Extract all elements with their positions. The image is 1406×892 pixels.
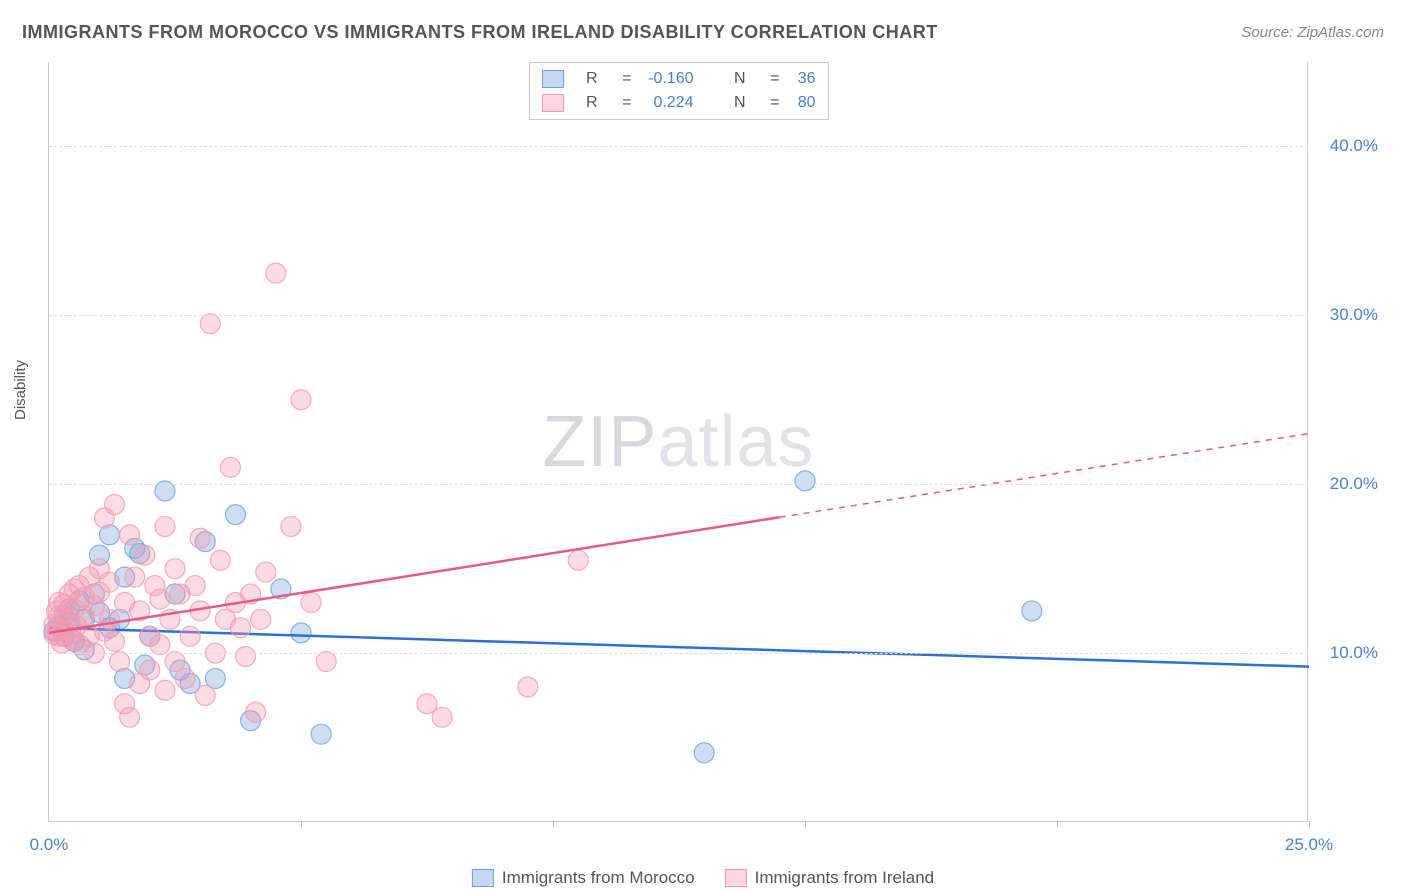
scatter-point <box>432 707 452 727</box>
scatter-point <box>225 505 245 525</box>
scatter-point <box>281 516 301 536</box>
scatter-point <box>220 457 240 477</box>
scatter-point <box>99 572 119 592</box>
trend-line-extrapolated <box>780 434 1309 518</box>
source-attribution: Source: ZipAtlas.com <box>1241 24 1384 41</box>
chart-title: IMMIGRANTS FROM MOROCCO VS IMMIGRANTS FR… <box>22 22 938 43</box>
stat-eq: = <box>604 91 632 115</box>
stat-eq: = <box>604 67 632 91</box>
scatter-point <box>140 660 160 680</box>
chart-svg <box>49 62 1308 821</box>
stat-r-label: R <box>570 67 598 91</box>
x-tick-label: 0.0% <box>30 835 69 855</box>
gridline-horizontal <box>49 653 1308 654</box>
scatter-point <box>110 652 130 672</box>
stat-eq: = <box>752 91 780 115</box>
legend-swatch <box>472 869 494 887</box>
scatter-point <box>185 576 205 596</box>
source-prefix: Source: <box>1241 24 1297 41</box>
scatter-point <box>125 567 145 587</box>
scatter-point <box>135 545 155 565</box>
gridline-horizontal <box>49 315 1308 316</box>
stat-r-label: R <box>570 91 598 115</box>
stat-n-value: 80 <box>786 91 816 115</box>
legend-item: Immigrants from Ireland <box>725 868 935 888</box>
scatter-point <box>266 263 286 283</box>
scatter-point <box>246 702 266 722</box>
stat-r-value: 0.224 <box>638 91 694 115</box>
stat-n-label: N <box>718 67 746 91</box>
stat-eq: = <box>752 67 780 91</box>
scatter-point <box>120 707 140 727</box>
scatter-point <box>795 471 815 491</box>
scatter-point <box>200 314 220 334</box>
bottom-legend: Immigrants from Morocco Immigrants from I… <box>472 868 934 888</box>
scatter-point <box>231 618 251 638</box>
scatter-point <box>694 743 714 763</box>
source-name: ZipAtlas.com <box>1297 24 1384 41</box>
stats-row: R=0.224N=80 <box>542 91 816 115</box>
legend-label: Immigrants from Ireland <box>755 868 935 888</box>
scatter-point <box>155 516 175 536</box>
scatter-point <box>1022 601 1042 621</box>
y-tick-label: 10.0% <box>1330 643 1378 663</box>
scatter-point <box>311 724 331 744</box>
y-tick-label: 20.0% <box>1330 474 1378 494</box>
scatter-point <box>291 390 311 410</box>
legend-swatch <box>725 869 747 887</box>
scatter-point <box>175 668 195 688</box>
scatter-point <box>105 494 125 514</box>
legend-swatch <box>542 70 564 88</box>
scatter-point <box>150 635 170 655</box>
stats-row: R=-0.160N=36 <box>542 67 816 91</box>
scatter-point <box>251 609 271 629</box>
gridline-horizontal <box>49 484 1308 485</box>
scatter-point <box>256 562 276 582</box>
scatter-point <box>236 646 256 666</box>
scatter-point <box>195 685 215 705</box>
stat-n-label: N <box>718 91 746 115</box>
scatter-point <box>291 623 311 643</box>
x-tick <box>1309 821 1310 827</box>
scatter-point <box>155 680 175 700</box>
stat-r-value: -0.160 <box>638 67 694 91</box>
scatter-point <box>568 550 588 570</box>
scatter-point <box>180 626 200 646</box>
x-tick <box>805 821 806 827</box>
legend-item: Immigrants from Morocco <box>472 868 695 888</box>
y-tick-label: 40.0% <box>1330 136 1378 156</box>
scatter-point <box>150 589 170 609</box>
x-tick-label: 25.0% <box>1285 835 1333 855</box>
scatter-point <box>518 677 538 697</box>
chart-plot-area: ZIPatlas R=-0.160N=36R=0.224N=80 10.0%20… <box>48 62 1308 822</box>
y-axis-label: Disability <box>12 360 29 420</box>
scatter-point <box>316 652 336 672</box>
scatter-point <box>190 528 210 548</box>
x-tick <box>1057 821 1058 827</box>
scatter-point <box>301 592 321 612</box>
scatter-point <box>165 559 185 579</box>
x-tick <box>553 821 554 827</box>
x-tick <box>301 821 302 827</box>
scatter-point <box>210 550 230 570</box>
y-tick-label: 30.0% <box>1330 305 1378 325</box>
scatter-point <box>99 609 119 629</box>
correlation-stats-box: R=-0.160N=36R=0.224N=80 <box>529 62 829 120</box>
scatter-point <box>47 601 67 621</box>
stat-n-value: 36 <box>786 67 816 91</box>
legend-swatch <box>542 94 564 112</box>
legend-label: Immigrants from Morocco <box>502 868 695 888</box>
gridline-horizontal <box>49 146 1308 147</box>
scatter-point <box>105 631 125 651</box>
scatter-point <box>120 525 140 545</box>
